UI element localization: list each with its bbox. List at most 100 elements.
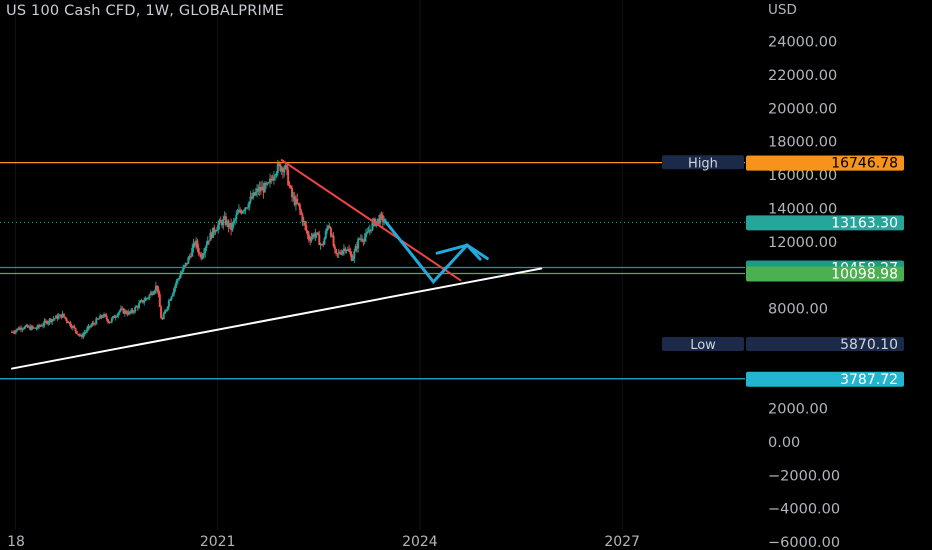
candle-body [257,188,260,192]
candle-body [47,322,50,324]
x-tick-label: 18 [7,534,25,550]
marker-value-low: 5870.10 [840,337,898,353]
candle-body [271,179,274,181]
candle-body [152,293,155,295]
candle-body [287,169,290,186]
candle-body [370,229,373,231]
candle-body [351,258,354,261]
candle-body [206,240,209,245]
candle-body [144,298,147,301]
candle-body [75,331,78,334]
price-badge-box [746,215,904,231]
candle-body [53,318,56,320]
projection-arrow-head [435,243,482,261]
candle-body [174,284,177,289]
candle-body [336,253,339,255]
resistance-trendline[interactable] [280,159,462,282]
candle-body [202,252,205,256]
candle-body [231,223,234,231]
price-badge-box [746,266,904,282]
candle-body [141,300,144,303]
candle-body [82,333,85,338]
candle-body [313,234,316,238]
candle-body [183,265,186,268]
price-badge-3787.72: 3787.72 [840,372,898,388]
candle-body [359,238,362,240]
candle-body [22,328,25,330]
candle-body [316,232,319,235]
candle-body [269,178,272,183]
currency-label: USD [768,2,797,18]
candle-body [289,185,292,188]
candle-body [331,235,334,237]
candle-body [381,215,384,223]
candle-body [78,334,81,336]
candle-body [208,240,211,242]
candle-body [230,222,233,231]
candle-body [100,315,103,318]
candle-body [263,182,266,193]
candle-body [55,315,58,319]
candle-body [122,308,125,314]
candle-body [97,318,100,320]
candle-body [99,315,102,319]
projection-path[interactable] [384,220,489,285]
candle-body [246,207,249,209]
candle-body [253,192,256,196]
candle-body [182,267,185,272]
candle-body [259,187,262,191]
candle-body [228,222,231,228]
candle-body [176,278,179,281]
price-badge-13163.30: 13163.30 [831,215,898,231]
candle-body [16,328,19,331]
candle-body [34,327,37,329]
candle-body [258,187,261,192]
candle-body [240,211,243,214]
candle-body [349,251,352,254]
chart-title: US 100 Cash CFD, 1W, GLOBALPRIME [6,3,285,19]
candle-body [42,324,45,326]
candle-body [18,327,21,330]
candle-body [157,289,160,295]
candle-body [248,201,251,208]
candle-body [187,257,190,264]
y-tick-label: 18000.00 [768,135,837,151]
trend-drawings [11,159,543,370]
candle-body [95,318,98,325]
candle-body [21,328,24,330]
candle-body [160,306,163,319]
candle-body [191,248,194,257]
candle-body [179,274,182,279]
candle-body [126,313,129,315]
candle-body [171,293,174,297]
candle-body [33,327,36,329]
candle-body [113,315,116,318]
candle-body [239,209,242,212]
y-tick-label: 22000.00 [768,68,837,84]
support-trendline[interactable] [11,267,543,370]
candle-body [366,231,369,234]
candle-body [274,175,277,177]
candle-body [267,182,270,184]
candle-body [218,220,221,225]
candle-body [241,210,244,214]
candle-body [20,327,23,330]
price-badge-10098.98: 10098.98 [831,267,898,283]
candle-body [245,207,248,209]
candle-body [136,306,139,308]
candle-body [86,328,89,332]
candle-body [25,325,28,327]
candle-body [27,326,30,328]
candle-body [341,251,344,255]
candle-body [204,247,207,253]
candle-body [66,320,69,323]
candle-body [307,234,310,240]
candle-body [342,248,345,252]
candle-body [73,326,76,328]
candle-body [154,285,157,291]
candle-body [384,218,387,222]
candle-body [161,318,164,320]
candle-body [278,163,281,165]
candle-body [280,167,283,171]
